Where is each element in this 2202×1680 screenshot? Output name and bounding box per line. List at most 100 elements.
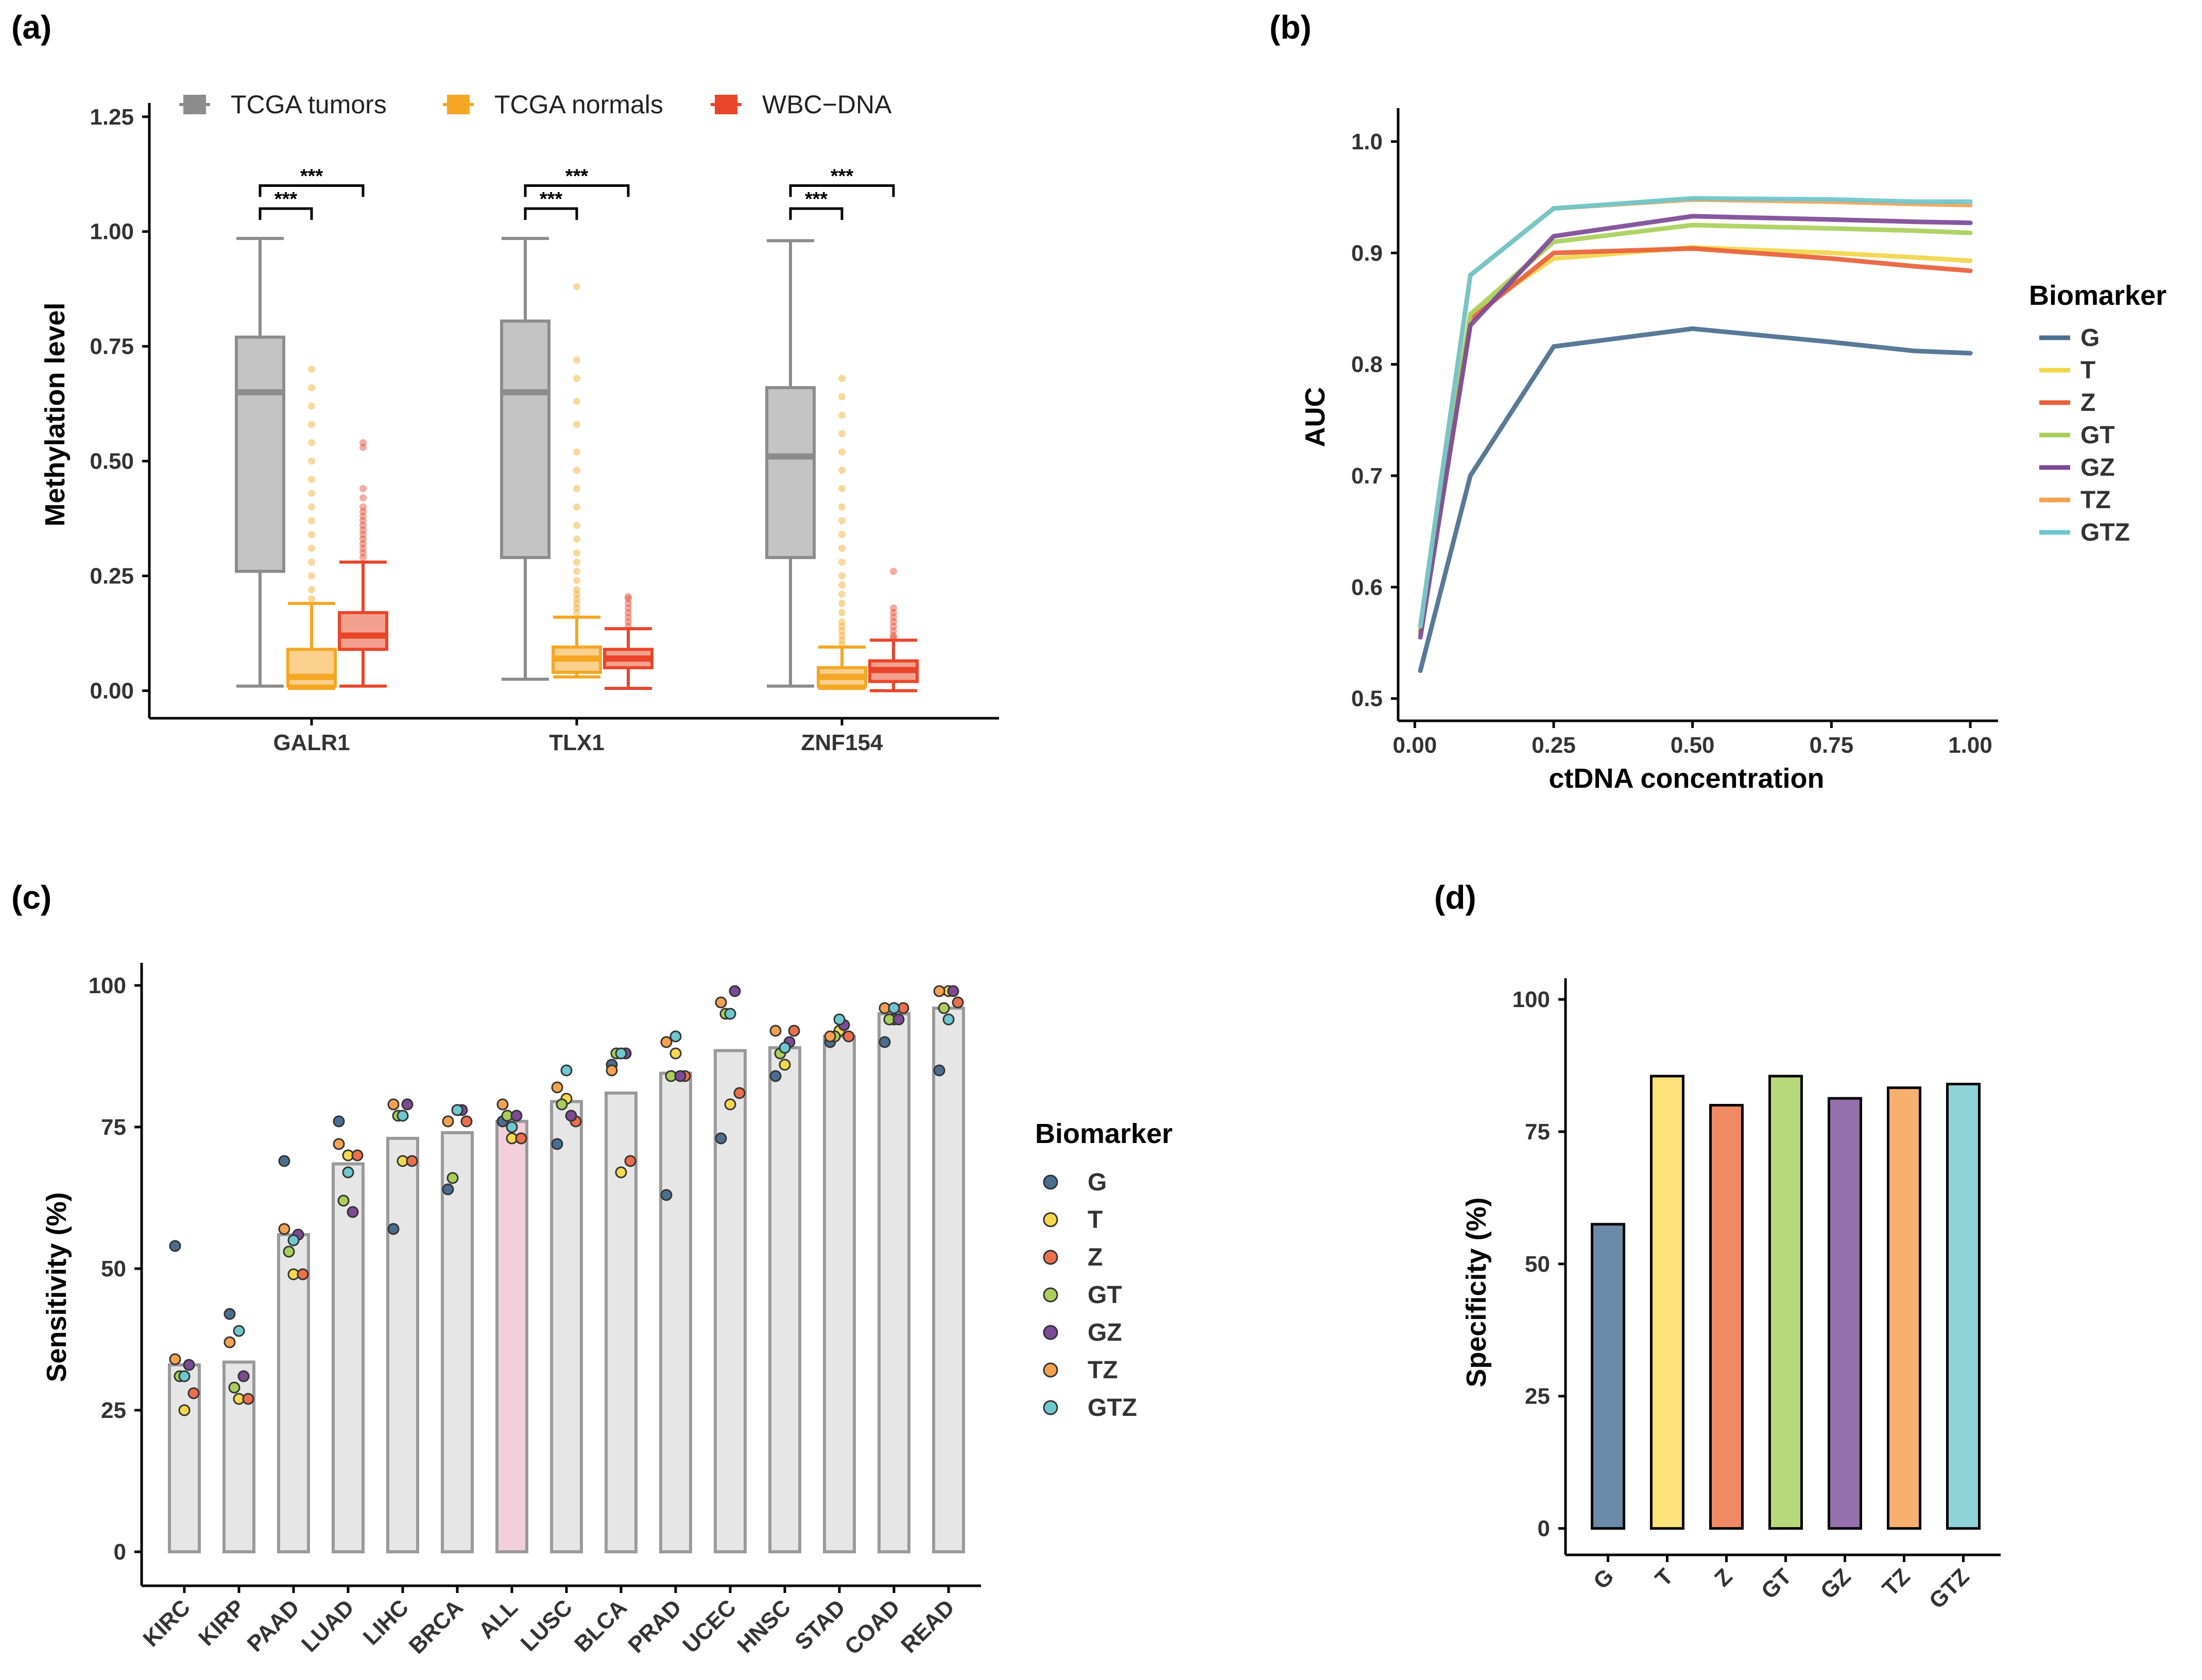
point-prad-g [660, 1189, 673, 1201]
point-luad-gt [337, 1194, 350, 1207]
legend-label: TCGA normals [494, 90, 663, 119]
legend-label: TZ [1088, 1357, 1118, 1384]
panel-c-x-tick-label: HNSC [732, 1595, 796, 1658]
outlier-point [838, 466, 846, 474]
panel-c-x-tick-label: READ [896, 1595, 959, 1658]
point-ucec-z [733, 1087, 746, 1099]
point-brca-tz [442, 1115, 454, 1128]
outlier-point [838, 545, 846, 552]
point-all-gtz [506, 1121, 518, 1133]
outlier-point [308, 366, 315, 373]
legend-label: G [1088, 1169, 1107, 1196]
box-iqr [286, 648, 337, 688]
outlier-point [308, 572, 315, 580]
outlier-point [308, 421, 315, 428]
outlier-point [625, 604, 632, 612]
bar-coad [878, 1012, 910, 1553]
panel-d-y-tick-label: 0 [1538, 1516, 1550, 1542]
point-luad-z [351, 1149, 364, 1162]
outlier-point [573, 466, 580, 474]
outlier-point [838, 600, 846, 608]
legend-key-dot [1043, 1212, 1058, 1227]
point-kirc-z [187, 1387, 200, 1399]
significance-label: *** [274, 188, 298, 210]
point-lihc-z [406, 1155, 418, 1167]
legend-label: GZ [1088, 1319, 1122, 1346]
point-brca-gt [446, 1172, 459, 1184]
point-paad-gtz [287, 1234, 300, 1246]
legend-label: T [1088, 1206, 1103, 1234]
outlier-point [308, 558, 315, 566]
point-lusc-gt [556, 1098, 568, 1111]
outlier-point [573, 356, 580, 364]
point-all-tz [496, 1098, 509, 1111]
legend-key-dot [1043, 1174, 1058, 1190]
point-read-gtz [942, 1013, 955, 1026]
point-kirc-tz [169, 1353, 181, 1365]
panel-b-x-tick-label: 0.00 [1393, 733, 1437, 758]
panel-d-x-tick-label: Z [1710, 1564, 1737, 1591]
outlier-point [838, 558, 846, 566]
panel-b-x-tick-label: 0.25 [1532, 733, 1576, 758]
legend-item-a-0: TCGA tumors [179, 90, 387, 119]
outlier-point [573, 283, 580, 290]
point-coad-gz [892, 1013, 905, 1026]
outlier-point [359, 512, 367, 520]
bar-g [1591, 1223, 1625, 1530]
outlier-point [359, 531, 367, 539]
point-kirp-g [223, 1308, 236, 1320]
significance-label: *** [565, 166, 589, 187]
panel-d-x-tick-label: GT [1757, 1564, 1797, 1604]
outlier-point [308, 490, 315, 497]
point-kirc-g [169, 1240, 181, 1252]
point-kirp-gt [228, 1381, 240, 1394]
bar-luad [332, 1162, 365, 1553]
panel-d-x-tick-label: T [1650, 1564, 1678, 1591]
panel-a-axes: 0.00 0.25 0.50 0.75 1.00 1.25 GALR1 TLX1 ZNF154 [90, 103, 999, 755]
panel-b-axes: 0.5 0.6 0.7 0.8 0.9 1.0 0.00 0.25 0.50 0.75 1.00 [1351, 108, 1998, 758]
point-prad-tz [660, 1036, 673, 1048]
panel-c-x-tick-label: LUSC [516, 1595, 577, 1656]
panel-d-x-tick-label: G [1589, 1564, 1619, 1594]
point-lusc-g [551, 1138, 563, 1150]
point-lihc-gz [401, 1098, 414, 1111]
legend-label: GZ [2080, 454, 2115, 481]
bar-tz [1887, 1086, 1921, 1530]
outlier-point [838, 632, 846, 639]
panel-c-y-tick-label: 25 [101, 1398, 126, 1423]
box-znf154-0 [765, 239, 816, 688]
outlier-point [359, 535, 367, 543]
outlier-point [573, 375, 580, 383]
outlier-point [308, 595, 315, 603]
panel-b-y-tick-label: 0.6 [1351, 575, 1383, 600]
point-hnsc-gtz [779, 1042, 791, 1054]
point-prad-gz [674, 1070, 686, 1082]
significance-bracket-long [524, 184, 630, 197]
outlier-point [573, 591, 580, 598]
point-lusc-gtz [560, 1064, 573, 1077]
significance-label: *** [300, 166, 323, 187]
point-brca-z [460, 1115, 473, 1128]
panel-a-y-tick-label: 0.50 [90, 449, 134, 474]
bar-stad [823, 1035, 856, 1553]
box-iqr [235, 335, 285, 573]
series-line-z [1418, 246, 1973, 634]
panel-c-y-tick-label: 100 [89, 973, 126, 998]
legend-key-dot [1043, 1400, 1058, 1415]
legend-key-dot [1043, 1325, 1058, 1340]
point-stad-gtz [833, 1013, 846, 1026]
panel-c-x-tick-label: PRAD [623, 1595, 686, 1658]
point-ucec-gz [729, 985, 741, 997]
outlier-point [359, 503, 367, 511]
bar-gt [1768, 1075, 1803, 1530]
outlier-point [838, 448, 846, 456]
point-prad-gtz [669, 1030, 682, 1043]
point-luad-tz [333, 1138, 345, 1150]
legend-key-box [447, 95, 470, 114]
legend-label: GTZ [2080, 519, 2130, 546]
outlier-point [890, 604, 897, 612]
outlier-point [573, 595, 580, 603]
point-blca-t [615, 1166, 627, 1179]
